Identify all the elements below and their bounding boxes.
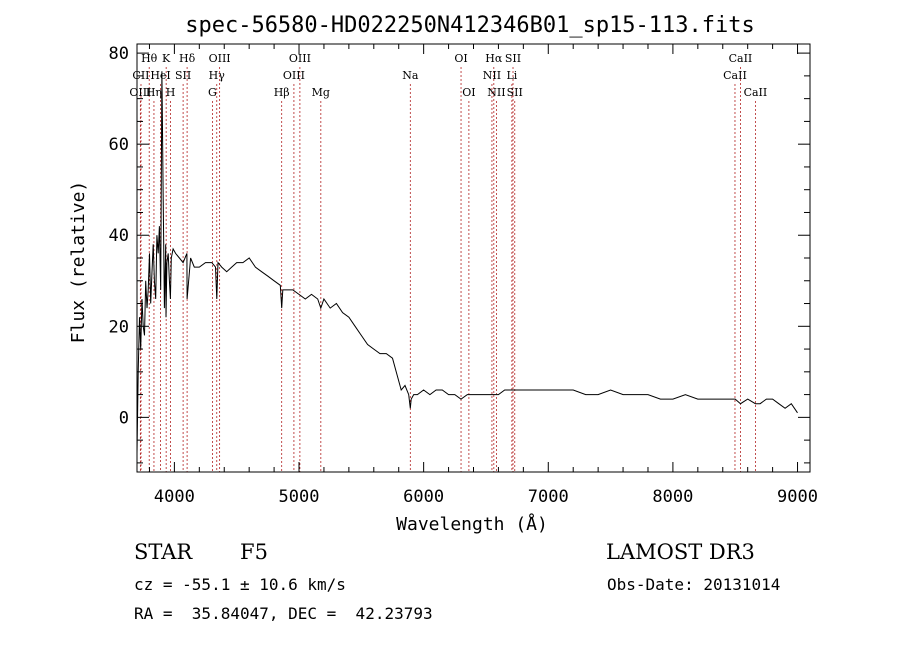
spectral-line-label: Hγ — [209, 69, 226, 82]
spectral-line-label: OI — [462, 86, 475, 99]
spectral-line-label: Hη — [146, 86, 162, 99]
redshift-cz: cz = -55.1 ± 10.6 km/s — [134, 575, 346, 594]
chart-title: spec-56580-HD022250N412346B01_sp15-113.f… — [185, 13, 755, 38]
spectral-line-label: CaII — [723, 69, 747, 82]
spectrum-series-line — [136, 71, 798, 454]
spectral-line-label: NII — [487, 86, 505, 99]
spectral-line-label: SII — [505, 52, 521, 65]
spectral-line-label: SII — [507, 86, 523, 99]
spectral-line-label: Hθ — [141, 52, 158, 65]
object-class: STAR — [134, 540, 193, 564]
spectral-line-label: CaII — [729, 52, 753, 65]
x-tick-label: 8000 — [652, 487, 693, 507]
spectral-line-label: Hα — [485, 52, 503, 65]
object-subclass: F5 — [240, 540, 268, 564]
x-tick-label: 5000 — [279, 487, 320, 507]
spectral-line-label: OIII — [129, 86, 151, 99]
x-axis-label: Wavelength (Å) — [396, 513, 548, 535]
y-tick-label: 80 — [109, 44, 129, 64]
spectral-line-label: NII — [483, 69, 501, 82]
x-tick-label: 4000 — [154, 487, 195, 507]
spectral-line-label: Na — [402, 69, 419, 82]
x-tick-label: 9000 — [777, 487, 818, 507]
spectral-line-label: OIII — [283, 69, 305, 82]
spectral-line-label: OIII — [289, 52, 311, 65]
y-axis-ticks: 0 20 40 60 80 — [109, 44, 810, 464]
spectral-line-label: Hβ — [274, 86, 290, 99]
survey-name: LAMOST DR3 — [606, 540, 755, 564]
spectral-line-label: CaII — [744, 86, 768, 99]
spectral-line-label: Li — [506, 69, 517, 82]
coordinates: RA = 35.84047, DEC = 42.23793 — [134, 604, 433, 623]
x-axis-ticks: 4000 5000 6000 7000 8000 9000 — [148, 44, 818, 507]
y-tick-label: 60 — [109, 135, 129, 155]
y-tick-label: 0 — [119, 408, 129, 428]
spectral-line-label: SII — [175, 69, 191, 82]
observation-date: Obs-Date: 20131014 — [607, 575, 781, 594]
plot-frame — [136, 43, 811, 473]
y-tick-label: 20 — [109, 317, 129, 337]
spectral-line-label: OI — [454, 52, 467, 65]
spectral-line-label: Mg — [312, 86, 330, 99]
spectral-line-label: Hδ — [179, 52, 196, 65]
y-tick-label: 40 — [109, 226, 129, 246]
spectral-line-label: HeI — [150, 69, 170, 82]
y-axis-label: Flux (relative) — [68, 181, 89, 344]
spectral-line-label: G — [208, 86, 217, 99]
x-tick-label: 7000 — [528, 487, 569, 507]
x-tick-label: 6000 — [403, 487, 444, 507]
spectral-line-label: H — [166, 86, 176, 99]
spectral-line-label: OIII — [209, 52, 231, 65]
spectral-line-label: K — [162, 52, 171, 65]
spectral-line-markers — [139, 67, 756, 472]
